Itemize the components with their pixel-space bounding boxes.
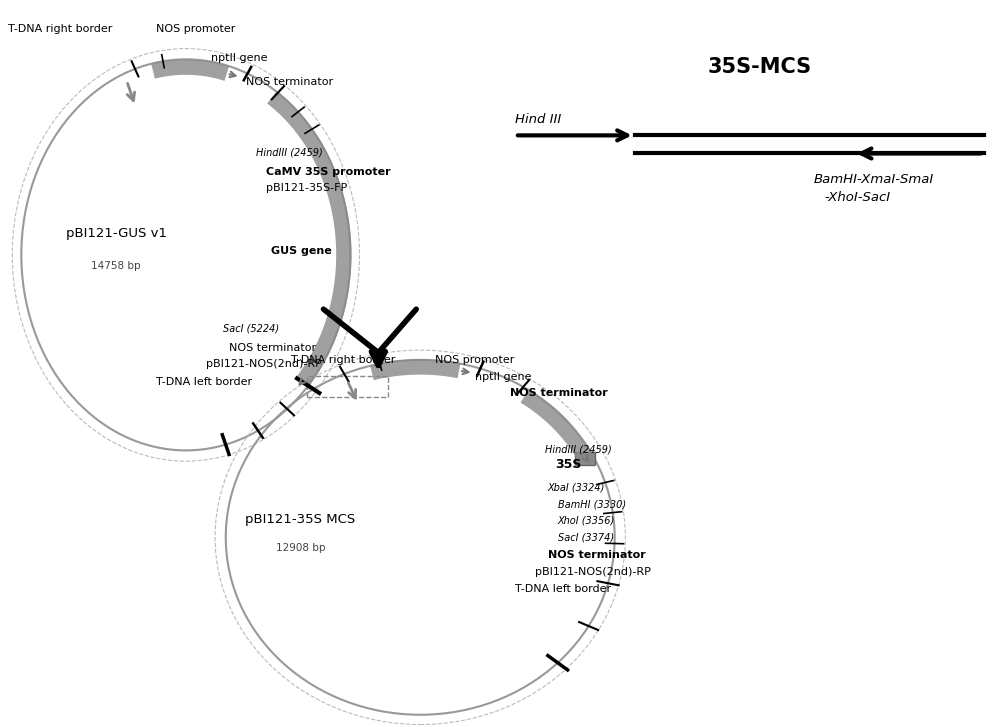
Text: NOS terminator: NOS terminator [548,550,646,561]
Text: GUS gene: GUS gene [271,246,331,257]
Text: NOS terminator: NOS terminator [229,342,316,353]
Text: Hind III: Hind III [515,113,561,126]
Text: pBI121-NOS(2nd)-RP: pBI121-NOS(2nd)-RP [535,567,651,577]
Text: XhoI (3356): XhoI (3356) [558,515,615,526]
Text: BamHI-XmaI-SmaI: BamHI-XmaI-SmaI [814,173,934,186]
Text: pBI121-NOS(2nd)-RP: pBI121-NOS(2nd)-RP [206,359,322,369]
Text: NOS terminator: NOS terminator [510,388,608,398]
Text: T-DNA right border: T-DNA right border [291,355,395,365]
Text: 35S-MCS: 35S-MCS [707,57,811,78]
Text: nptII gene: nptII gene [475,372,532,382]
Text: SacI (3374): SacI (3374) [558,532,614,542]
Text: T-DNA left border: T-DNA left border [515,584,611,594]
Text: pBI121-35S-FP: pBI121-35S-FP [266,183,347,193]
Text: -XhoI-SacI: -XhoI-SacI [824,191,890,204]
Text: T-DNA left border: T-DNA left border [156,377,252,387]
Text: NOS promoter: NOS promoter [435,355,515,365]
Text: HindIII (2459): HindIII (2459) [545,444,612,454]
Bar [575,451,595,465]
Text: pBI121-GUS v1: pBI121-GUS v1 [66,227,167,240]
Text: T-DNA right border: T-DNA right border [8,24,113,34]
Text: BamHI (3330): BamHI (3330) [558,499,626,509]
Text: HindIII (2459): HindIII (2459) [256,148,322,158]
Text: 14758 bp: 14758 bp [91,261,141,270]
Text: NOS promoter: NOS promoter [156,24,235,34]
Text: 35S: 35S [555,458,581,470]
Text: CaMV 35S promoter: CaMV 35S promoter [266,167,390,177]
Text: 12908 bp: 12908 bp [276,543,325,553]
Text: nptII gene: nptII gene [211,53,267,63]
Text: pBI121-35S MCS: pBI121-35S MCS [245,513,356,526]
Text: XbaI (3324): XbaI (3324) [548,483,605,492]
Text: NOS terminator: NOS terminator [246,77,333,87]
Text: SacI (5224): SacI (5224) [223,323,279,333]
